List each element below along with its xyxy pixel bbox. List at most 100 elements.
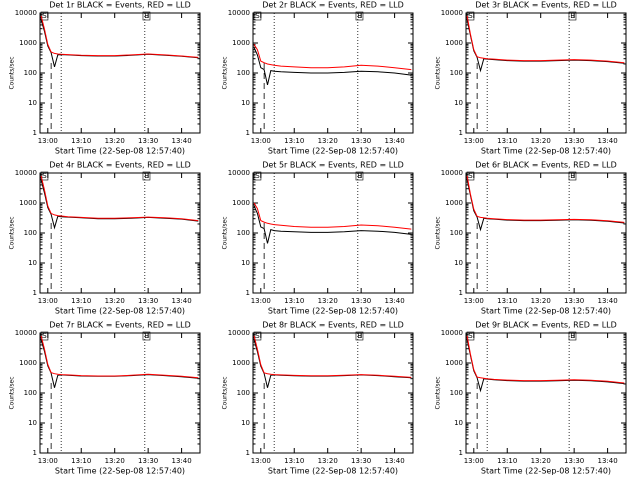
y-tick-label: 10 xyxy=(241,419,250,427)
series-line xyxy=(40,339,199,388)
marker-box xyxy=(253,171,262,181)
x-tick-label: 13:10 xyxy=(284,137,304,145)
x-tick-label: 13:00 xyxy=(464,297,484,305)
y-tick-label: 100 xyxy=(24,69,37,77)
marker-label: E xyxy=(357,332,361,340)
x-tick-label: 13:30 xyxy=(351,457,371,465)
x-tick-label: 13:40 xyxy=(172,137,192,145)
x-tick-label: 13:10 xyxy=(284,297,304,305)
plot-frame xyxy=(39,12,201,134)
x-axis-label: Start Time (22-Sep-08 12:57:40) xyxy=(268,307,398,316)
x-tick-label: 13:10 xyxy=(71,137,91,145)
chart-title: Det 1r BLACK = Events, RED = LLD xyxy=(49,1,191,10)
marker-box xyxy=(568,171,577,181)
y-tick-label: 10000 xyxy=(441,329,463,337)
plot-frame xyxy=(39,332,201,454)
x-axis-label: Start Time (22-Sep-08 12:57:40) xyxy=(481,147,611,156)
y-tick-label: 100 xyxy=(24,389,37,397)
marker-label: S xyxy=(255,12,260,20)
y-axis-label: Counts/sec xyxy=(222,216,229,249)
chart-title: Det 4r BLACK = Events, RED = LLD xyxy=(49,161,191,170)
marker-label: S xyxy=(255,172,260,180)
x-tick-label: 13:00 xyxy=(38,457,58,465)
y-tick-label: 10 xyxy=(28,99,37,107)
chart-title: Det 8r BLACK = Events, RED = LLD xyxy=(262,321,404,330)
series-line xyxy=(40,179,199,230)
chart-title: Det 9r BLACK = Events, RED = LLD xyxy=(475,321,617,330)
plot-frame xyxy=(252,332,414,454)
plot-frame xyxy=(465,332,627,454)
marker-label: E xyxy=(357,12,361,20)
y-tick-label: 1000 xyxy=(19,359,37,367)
y-axis-label: Counts/sec xyxy=(222,376,229,409)
chart-title: Det 7r BLACK = Events, RED = LLD xyxy=(49,321,191,330)
y-axis-label: Counts/sec xyxy=(435,216,442,249)
plot-frame xyxy=(39,172,201,294)
marker-label: E xyxy=(570,12,574,20)
y-tick-label: 1000 xyxy=(232,199,250,207)
y-tick-label: 100 xyxy=(450,69,463,77)
y-tick-label: 100 xyxy=(237,69,250,77)
y-tick-label: 1 xyxy=(33,449,37,457)
x-tick-label: 13:10 xyxy=(71,297,91,305)
x-tick-label: 13:40 xyxy=(385,457,405,465)
marker-box xyxy=(253,11,262,21)
x-tick-label: 13:00 xyxy=(464,137,484,145)
x-tick-label: 13:20 xyxy=(105,297,125,305)
series-line xyxy=(253,205,412,244)
x-tick-label: 13:20 xyxy=(318,457,338,465)
series-line xyxy=(40,335,199,379)
marker-label: E xyxy=(570,172,574,180)
plot-frame xyxy=(252,12,414,134)
x-tick-label: 13:00 xyxy=(251,137,271,145)
x-tick-label: 13:20 xyxy=(531,297,551,305)
y-tick-label: 1000 xyxy=(19,199,37,207)
marker-label: E xyxy=(570,332,574,340)
x-tick-label: 13:30 xyxy=(138,297,158,305)
x-tick-label: 13:40 xyxy=(385,297,405,305)
x-tick-label: 13:20 xyxy=(105,137,125,145)
y-axis-label: Counts/sec xyxy=(9,216,16,249)
y-tick-label: 1 xyxy=(246,129,250,137)
x-axis-label: Start Time (22-Sep-08 12:57:40) xyxy=(55,147,185,156)
x-tick-label: 13:40 xyxy=(385,137,405,145)
marker-label: S xyxy=(468,332,473,340)
marker-label: E xyxy=(357,172,361,180)
series-line xyxy=(253,47,412,86)
y-tick-label: 10000 xyxy=(15,169,37,177)
marker-box xyxy=(355,331,364,341)
marker-box xyxy=(355,171,364,181)
marker-label: S xyxy=(468,12,473,20)
y-tick-label: 10000 xyxy=(15,9,37,17)
x-tick-label: 13:40 xyxy=(172,297,192,305)
x-tick-label: 13:10 xyxy=(497,137,517,145)
y-tick-label: 10 xyxy=(454,99,463,107)
y-axis-label: Counts/sec xyxy=(222,56,229,89)
x-tick-label: 13:40 xyxy=(598,457,618,465)
y-tick-label: 1000 xyxy=(232,39,250,47)
x-tick-label: 13:40 xyxy=(172,457,192,465)
y-tick-label: 10 xyxy=(241,259,250,267)
marker-label: E xyxy=(144,172,148,180)
chart-title: Det 3r BLACK = Events, RED = LLD xyxy=(475,1,617,10)
y-tick-label: 10 xyxy=(454,419,463,427)
series-line xyxy=(40,175,199,222)
series-line xyxy=(466,179,625,232)
series-line xyxy=(253,335,412,378)
y-tick-label: 100 xyxy=(237,229,250,237)
y-tick-label: 10000 xyxy=(441,169,463,177)
chart-title: Det 2r BLACK = Events, RED = LLD xyxy=(262,1,404,10)
marker-box xyxy=(142,171,151,181)
chart-title: Det 5r BLACK = Events, RED = LLD xyxy=(262,161,404,170)
x-tick-label: 13:10 xyxy=(284,457,304,465)
x-axis-label: Start Time (22-Sep-08 12:57:40) xyxy=(55,307,185,316)
y-axis-label: Counts/sec xyxy=(9,376,16,409)
x-tick-label: 13:30 xyxy=(351,297,371,305)
x-axis-label: Start Time (22-Sep-08 12:57:40) xyxy=(481,467,611,476)
marker-box xyxy=(568,331,577,341)
y-tick-label: 1 xyxy=(459,289,463,297)
marker-box xyxy=(142,11,151,21)
y-tick-label: 1000 xyxy=(19,39,37,47)
y-tick-label: 1 xyxy=(246,289,250,297)
